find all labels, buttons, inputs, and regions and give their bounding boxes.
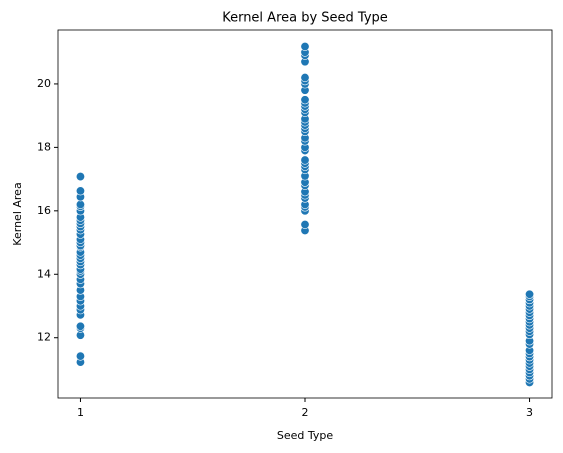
x-tick-label: 3 xyxy=(526,406,533,419)
point xyxy=(300,219,310,229)
point xyxy=(75,186,85,196)
plot-frame xyxy=(57,29,553,399)
y-tick-label: 16 xyxy=(37,204,51,217)
point xyxy=(300,41,310,51)
point xyxy=(300,95,310,105)
x-axis-label: Seed Type xyxy=(277,429,333,442)
point xyxy=(300,73,310,83)
point xyxy=(75,351,85,361)
chart-title: Kernel Area by Seed Type xyxy=(222,11,388,26)
point xyxy=(75,172,85,182)
y-tick-label: 18 xyxy=(37,140,51,153)
y-axis-label: Kernel Area xyxy=(11,182,24,245)
point xyxy=(525,289,535,299)
point xyxy=(300,155,310,165)
y-tick-label: 14 xyxy=(37,267,51,280)
y-tick-label: 12 xyxy=(37,331,51,344)
point xyxy=(75,199,85,209)
y-tick-label: 20 xyxy=(37,77,51,90)
x-tick-label: 1 xyxy=(77,406,84,419)
x-tick-label: 2 xyxy=(302,406,309,419)
point xyxy=(75,321,85,331)
